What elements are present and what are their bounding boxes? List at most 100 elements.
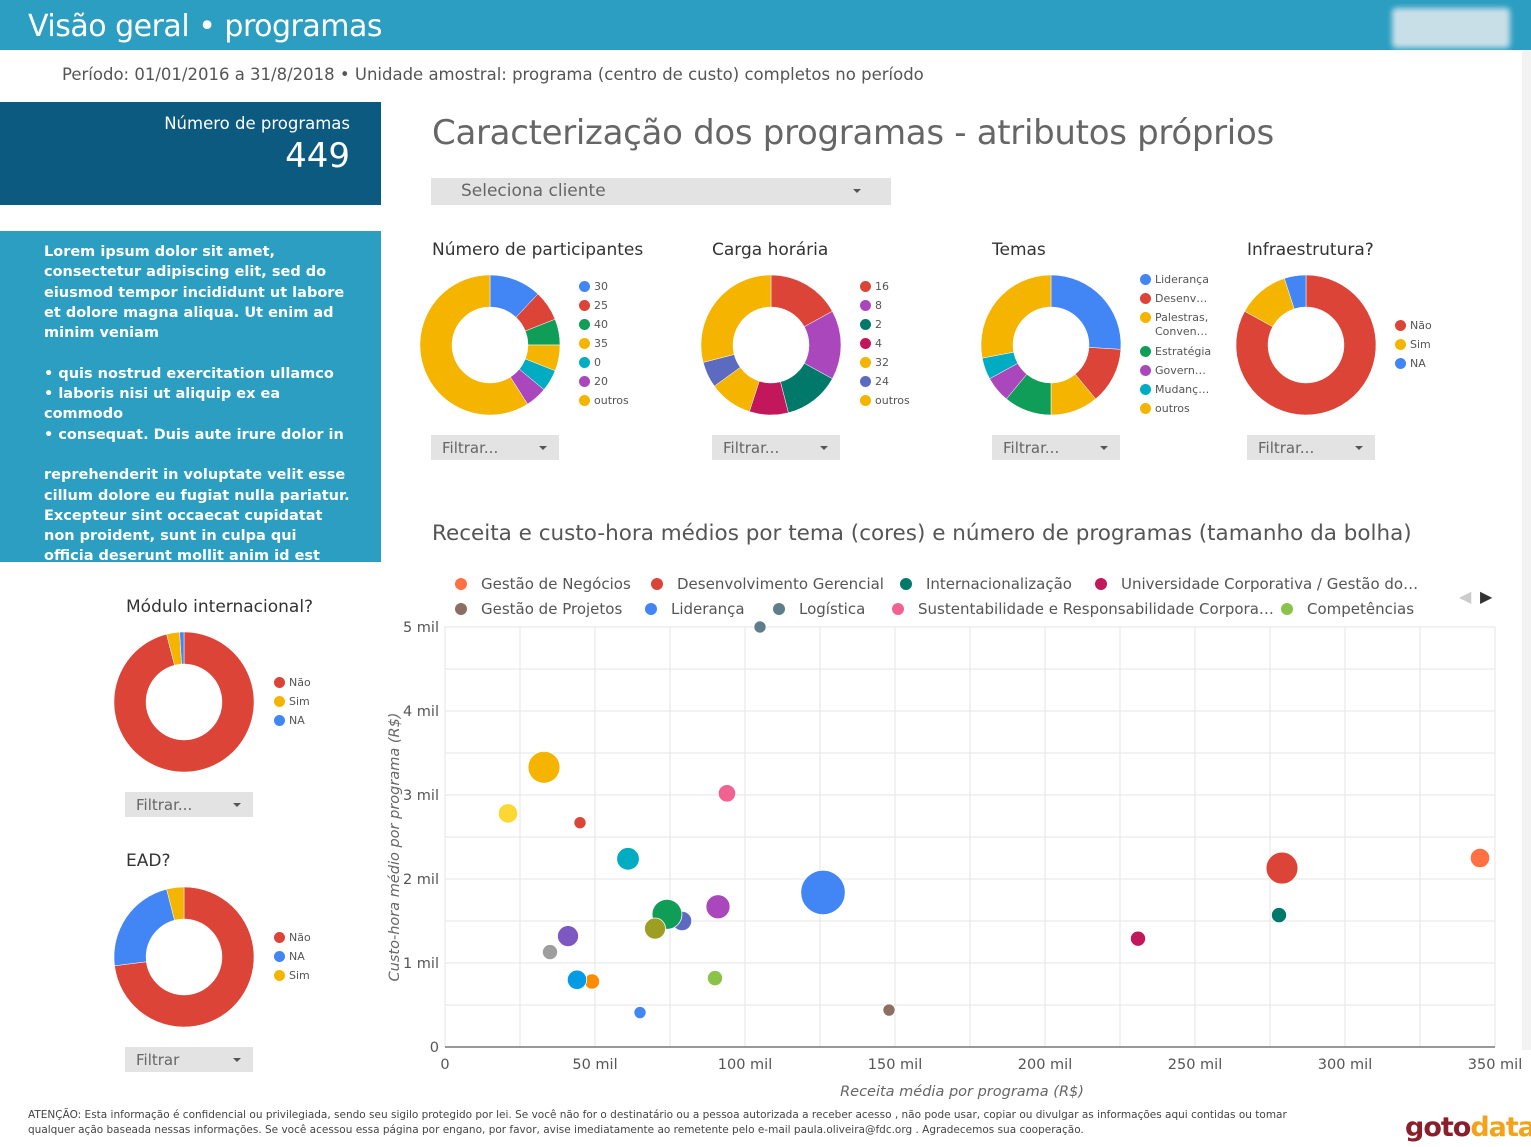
legend-label: Sim (289, 695, 310, 708)
bubble-point (527, 750, 561, 784)
donut-slice[interactable] (113, 888, 175, 967)
legend-dot-icon (1140, 293, 1151, 304)
page-scrollbar[interactable] (1522, 50, 1531, 1050)
donut-slice[interactable] (419, 274, 528, 416)
legend-item[interactable]: Mudanç… (1140, 383, 1211, 402)
legend-item[interactable]: 2 (860, 318, 910, 337)
donut-legend: Não NA Sim (274, 931, 311, 988)
donut-slice[interactable] (1006, 373, 1052, 416)
donut-slice[interactable] (1050, 274, 1122, 350)
info-bullet-3: • consequat. Duis aute irure dolor in (44, 426, 344, 443)
donut-slice[interactable] (525, 318, 561, 346)
donut-slice[interactable] (1235, 274, 1377, 416)
legend-item[interactable]: Estratégia (1140, 345, 1211, 364)
legend-item[interactable]: Não (1395, 319, 1432, 338)
donut-slice[interactable] (179, 631, 185, 665)
legend-label: 0 (594, 356, 601, 369)
info-paragraph-1: Lorem ipsum dolor sit amet, consectetur … (44, 244, 345, 342)
legend-item[interactable]: Sim (1395, 338, 1432, 357)
filter-dropdown[interactable]: Filtrar (125, 1047, 253, 1072)
legend-item[interactable]: 0 (579, 356, 629, 375)
bubble-point (542, 944, 558, 961)
legend-item[interactable]: Não (274, 931, 311, 950)
donut-slice[interactable] (700, 274, 772, 363)
legend-item[interactable]: 32 (860, 356, 910, 375)
bubble-legend-item[interactable]: Desenvolvimento Gerencial (651, 575, 884, 593)
bubble-point (633, 1006, 647, 1020)
donut-slice[interactable] (702, 354, 741, 387)
donut-slice[interactable] (989, 362, 1028, 400)
bubble-point (882, 1003, 896, 1017)
legend-item[interactable]: Desenv… (1140, 292, 1211, 311)
donut-slice[interactable] (980, 274, 1052, 359)
donut-slice[interactable] (166, 886, 185, 921)
filter-dropdown[interactable]: Filtrar... (431, 435, 559, 460)
donut-slice[interactable] (1050, 373, 1096, 416)
confidentiality-notice: ATENÇÃO: Esta informação é confidencial … (28, 1109, 1287, 1136)
filter-dropdown[interactable]: Filtrar... (712, 435, 840, 460)
legend-item[interactable]: Não (274, 676, 311, 695)
bubble-legend-item[interactable]: Sustentabilidade e Responsabilidade Corp… (892, 600, 1274, 618)
donut-slice[interactable] (113, 631, 255, 773)
bubble-legend-item[interactable]: Liderança (645, 600, 745, 618)
legend-item[interactable]: Liderança (1140, 273, 1211, 292)
donut-slice[interactable] (981, 351, 1019, 380)
legend-item[interactable]: 8 (860, 299, 910, 318)
donut-slice[interactable] (1244, 278, 1295, 328)
donut-slice[interactable] (1284, 274, 1307, 310)
legend-item[interactable]: Govern… (1140, 364, 1211, 383)
donut-legend: 30 25 40 35 0 20 outros (579, 280, 629, 413)
legend-item[interactable]: NA (274, 714, 311, 733)
legend-item[interactable]: NA (274, 950, 311, 969)
legend-item[interactable]: outros (1140, 402, 1211, 421)
x-tick-label: 0 (440, 1057, 449, 1073)
filter-dropdown[interactable]: Filtrar... (1247, 435, 1375, 460)
donut-slice[interactable] (780, 362, 833, 414)
donut-slice[interactable] (166, 631, 182, 666)
bubble-legend-item[interactable]: Gestão de Negócios (455, 575, 631, 593)
legend-item[interactable]: Palestras, Conven… (1140, 311, 1211, 345)
filter-dropdown[interactable]: Filtrar... (125, 792, 253, 817)
legend-item[interactable]: 24 (860, 375, 910, 394)
legend-item[interactable]: outros (579, 394, 629, 413)
filter-dropdown[interactable]: Filtrar... (992, 435, 1120, 460)
legend-item[interactable]: 35 (579, 337, 629, 356)
donut-slice[interactable] (510, 368, 545, 405)
donut-slice[interactable] (518, 358, 556, 390)
bubble-point (800, 869, 846, 916)
bubble-legend-item[interactable]: Internacionalização (900, 575, 1072, 593)
legend-item[interactable]: 16 (860, 280, 910, 299)
bubble-legend-label: Sustentabilidade e Responsabilidade Corp… (918, 600, 1274, 618)
x-tick-label: 100 mil (718, 1057, 772, 1073)
legend-prev-button[interactable]: ◀ (1459, 587, 1472, 606)
legend-dot-icon (579, 376, 590, 387)
legend-item[interactable]: 40 (579, 318, 629, 337)
legend-item[interactable]: NA (1395, 357, 1432, 376)
client-select[interactable]: Seleciona cliente (431, 178, 891, 205)
donut-slice[interactable] (515, 293, 556, 332)
legend-item[interactable]: 4 (860, 337, 910, 356)
legend-dot-icon (1395, 339, 1406, 350)
legend-item[interactable]: Sim (274, 969, 311, 988)
legend-next-button[interactable]: ▶ (1480, 587, 1493, 606)
donut-slice[interactable] (803, 310, 842, 380)
bubble-point (1271, 907, 1287, 924)
donut-slice[interactable] (749, 380, 789, 416)
donut-slice[interactable] (770, 274, 833, 328)
bubble-legend-item[interactable]: Logística (773, 600, 865, 618)
donut-slice[interactable] (114, 886, 255, 1028)
legend-item[interactable]: 20 (579, 375, 629, 394)
chevron-down-icon (1100, 446, 1108, 450)
legend-item[interactable]: outros (860, 394, 910, 413)
bubble-legend-item[interactable]: Gestão de Projetos (455, 600, 622, 618)
donut-slice[interactable] (489, 274, 539, 318)
donut-slice[interactable] (1074, 347, 1122, 400)
donut-slice[interactable] (714, 366, 760, 412)
legend-item[interactable]: Sim (274, 695, 311, 714)
legend-dot-icon (1281, 603, 1293, 615)
bubble-legend-item[interactable]: Universidade Corporativa / Gestão do… (1095, 575, 1418, 593)
donut-slice[interactable] (525, 344, 561, 372)
bubble-legend-item[interactable]: Competências (1281, 600, 1414, 618)
legend-item[interactable]: 30 (579, 280, 629, 299)
legend-item[interactable]: 25 (579, 299, 629, 318)
